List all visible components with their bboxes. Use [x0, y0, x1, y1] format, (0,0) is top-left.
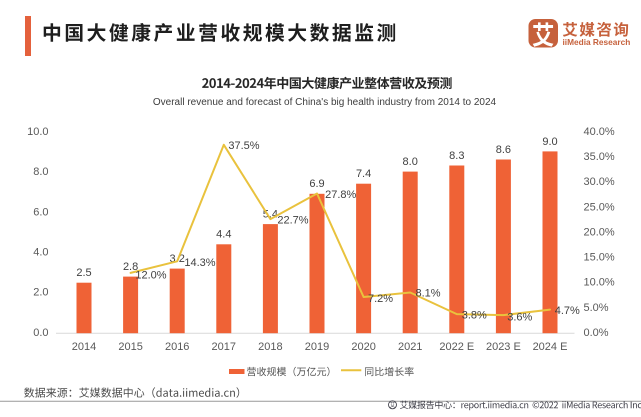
svg-text:14.3%: 14.3%	[184, 257, 215, 269]
svg-text:20.0%: 20.0%	[584, 226, 615, 238]
svg-text:2015: 2015	[118, 341, 142, 353]
svg-text:8.0: 8.0	[403, 156, 418, 168]
svg-text:10.0: 10.0	[27, 126, 48, 138]
svg-text:22.7%: 22.7%	[277, 215, 308, 227]
svg-text:40.0%: 40.0%	[584, 126, 615, 138]
svg-text:6.9: 6.9	[309, 178, 324, 190]
svg-text:2014: 2014	[72, 341, 96, 353]
svg-text:9.0: 9.0	[542, 136, 557, 148]
svg-text:8.3: 8.3	[449, 150, 464, 162]
svg-text:37.5%: 37.5%	[228, 140, 259, 152]
svg-text:3.6%: 3.6%	[507, 312, 532, 324]
svg-text:2018: 2018	[258, 341, 282, 353]
svg-text:2016: 2016	[165, 341, 189, 353]
svg-text:2020: 2020	[351, 341, 375, 353]
svg-text:2019: 2019	[305, 341, 329, 353]
svg-text:0.0: 0.0	[33, 327, 48, 339]
svg-text:15.0%: 15.0%	[584, 252, 615, 264]
svg-text:4.4: 4.4	[216, 229, 231, 241]
svg-text:7.2%: 7.2%	[368, 293, 393, 305]
svg-text:2.5: 2.5	[76, 267, 91, 279]
svg-text:2.8: 2.8	[123, 261, 138, 273]
svg-text:27.8%: 27.8%	[325, 189, 356, 201]
svg-text:4.7%: 4.7%	[555, 305, 580, 317]
svg-text:7.4: 7.4	[356, 168, 371, 180]
svg-text:6.0: 6.0	[33, 206, 48, 218]
svg-text:25.0%: 25.0%	[584, 201, 615, 213]
svg-text:2022 E: 2022 E	[439, 341, 474, 353]
svg-text:35.0%: 35.0%	[584, 151, 615, 163]
svg-text:8.6: 8.6	[496, 144, 511, 156]
svg-text:8.1%: 8.1%	[415, 288, 440, 300]
svg-text:12.0%: 12.0%	[135, 270, 166, 282]
svg-text:10.0%: 10.0%	[584, 277, 615, 289]
svg-text:3.8%: 3.8%	[462, 310, 487, 322]
svg-text:30.0%: 30.0%	[584, 176, 615, 188]
svg-text:4.0: 4.0	[33, 247, 48, 259]
svg-text:2021: 2021	[398, 341, 422, 353]
svg-text:2024 E: 2024 E	[533, 341, 568, 353]
svg-text:0.0%: 0.0%	[584, 327, 609, 339]
svg-text:8.0: 8.0	[33, 166, 48, 178]
svg-text:2017: 2017	[212, 341, 236, 353]
svg-text:2023 E: 2023 E	[486, 341, 521, 353]
svg-text:2.0: 2.0	[33, 287, 48, 299]
svg-text:5.0%: 5.0%	[584, 302, 609, 314]
